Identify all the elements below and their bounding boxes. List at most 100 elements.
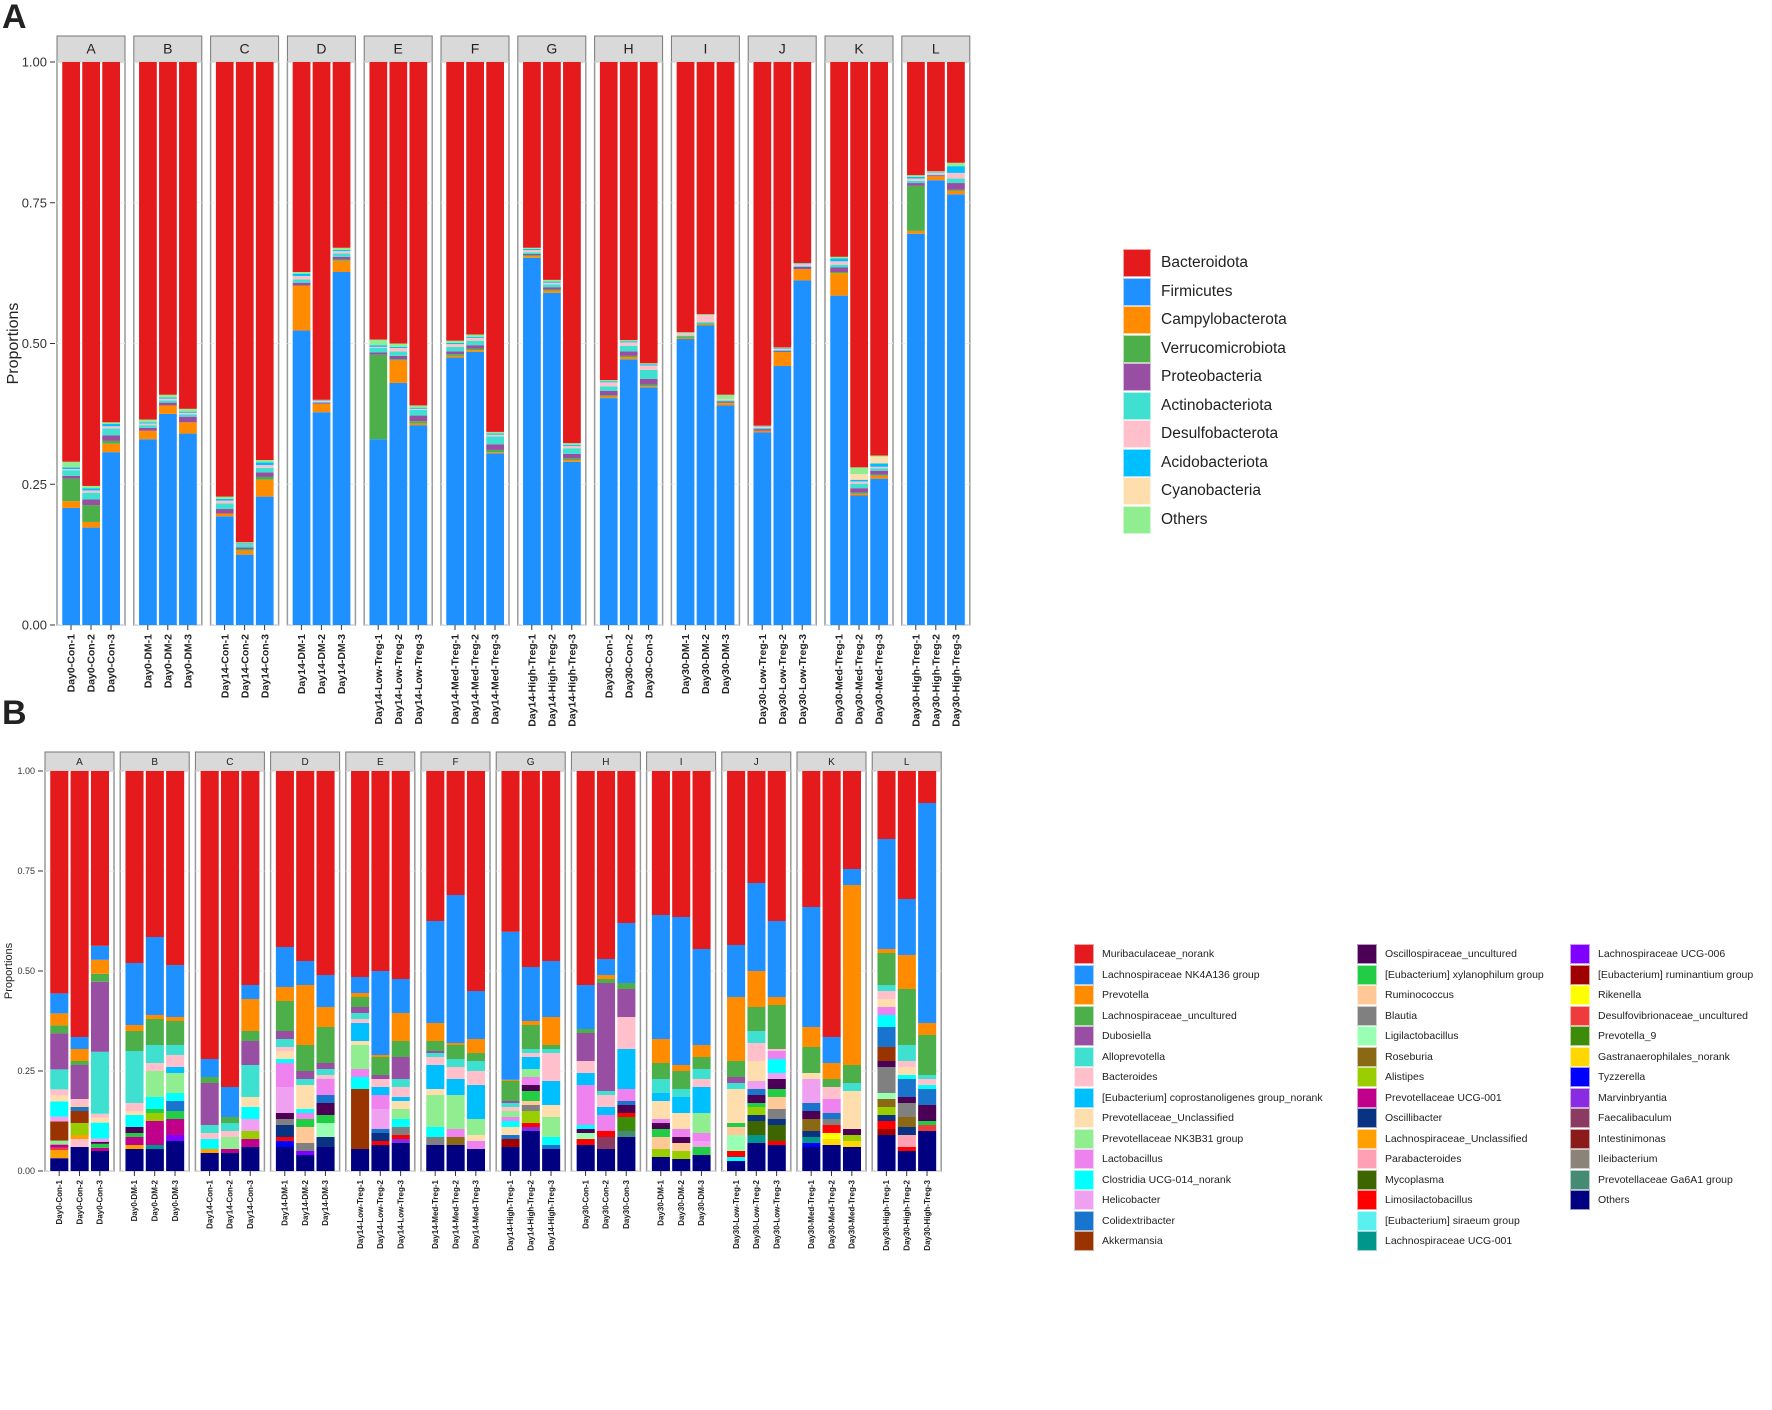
bar-segment	[696, 323, 715, 325]
legend-column: Oscillospiraceae_uncultured [Eubacterium]…	[1357, 944, 1544, 1252]
facet-f: F Day14-Med-Treg-1 Day14-Med-Treg-2 Day14-M…	[420, 751, 491, 1249]
bar-segment	[165, 1017, 185, 1021]
bar-segment	[102, 426, 120, 429]
bar-segment	[692, 1057, 711, 1069]
x-tick-label: Day30-Con-2	[623, 634, 635, 698]
bar-segment	[716, 402, 735, 404]
stacked-bar	[69, 771, 89, 1171]
legend-item: Lachnospiraceae UCG-006	[1570, 944, 1753, 965]
x-tick-label: Day30-DM-1	[680, 634, 692, 694]
bar-segment	[877, 985, 896, 991]
bar-segment	[165, 1119, 185, 1135]
bar-segment	[897, 1127, 916, 1135]
bar-segment	[726, 945, 746, 997]
bar-segment	[292, 273, 311, 276]
bar-segment	[599, 62, 618, 381]
bar-segment	[802, 1137, 821, 1143]
bar-segment	[138, 425, 157, 428]
bar-segment	[946, 166, 965, 173]
facet-e: E Day14-Low-Treg-1 Day14-Low-Treg-2 Day14-L…	[363, 35, 433, 724]
bar-segment	[850, 493, 868, 496]
legend-label: Prevotellaceae Ga6A1 group	[1598, 1173, 1733, 1186]
bar-segment	[521, 771, 540, 967]
bar-segment	[275, 1141, 294, 1147]
bar-segment	[617, 1117, 636, 1131]
bar-segment	[926, 175, 945, 177]
bar-segment	[62, 475, 80, 479]
bar-segment	[753, 425, 772, 427]
bar-segment	[802, 1073, 821, 1079]
bar-segment	[90, 981, 109, 1052]
bar-segment	[145, 1145, 164, 1149]
bar-segment	[747, 971, 766, 1007]
stacked-bar	[841, 771, 861, 1171]
bar-segment	[145, 1113, 164, 1121]
bar-segment	[850, 474, 868, 480]
bar-segment	[747, 1115, 766, 1121]
bar-segment	[138, 62, 157, 420]
bar-segment	[617, 771, 636, 923]
bar-segment	[138, 422, 157, 424]
bar-segment	[295, 1119, 315, 1127]
bar-segment	[541, 1017, 561, 1045]
bar-segment	[409, 423, 428, 426]
legend-swatch	[1357, 1169, 1377, 1190]
bar-segment	[446, 1145, 465, 1171]
legend-item: Acidobacteriota	[1123, 448, 1287, 478]
legend-swatch	[1074, 1108, 1094, 1129]
bar-segment	[617, 1101, 636, 1105]
bar-segment	[200, 1059, 219, 1077]
bar-segment	[651, 1079, 670, 1093]
bar-segment	[619, 342, 638, 346]
bar-segment	[651, 1119, 670, 1123]
bar-segment	[50, 1140, 69, 1145]
stacked-bar	[821, 771, 841, 1171]
facet-strip-label: J	[779, 41, 786, 57]
legend-item: Colidextribacter	[1074, 1210, 1323, 1232]
bar-segment	[842, 1135, 861, 1141]
bar-segment	[906, 233, 925, 625]
legend-swatch	[1570, 1108, 1590, 1129]
bar-segment	[145, 1045, 164, 1063]
bar-segment	[391, 771, 410, 979]
bar-segment	[90, 1117, 109, 1123]
bar-segment	[389, 348, 408, 352]
bar-segment	[793, 262, 812, 264]
legend-label: Ileibacterium	[1598, 1153, 1658, 1166]
bar-segment	[671, 1097, 691, 1113]
legend-label: Ligilactobacillus	[1385, 1030, 1459, 1043]
bar-segment	[501, 1135, 520, 1139]
stacked-bar	[896, 771, 916, 1171]
stacked-bar	[367, 62, 388, 625]
bar-segment	[877, 1135, 896, 1171]
bar-segment	[158, 398, 177, 401]
bar-segment	[145, 1109, 164, 1113]
facet-strip-label: L	[904, 757, 910, 768]
x-tick-label: Day30-Con-2	[602, 1179, 611, 1228]
bar-segment	[946, 183, 965, 190]
legend-label: Prevotella_9	[1598, 1030, 1657, 1043]
stacked-bar	[157, 62, 177, 625]
bar-segment	[426, 1023, 445, 1041]
bar-segment	[521, 1025, 540, 1049]
bar-segment	[726, 771, 746, 945]
legend-label: Prevotella	[1102, 989, 1149, 1002]
legend-label: Rikenella	[1598, 989, 1642, 1002]
x-tick-label: Day14-Low-Treg-1	[356, 1179, 365, 1248]
bar-segment	[312, 400, 331, 401]
bar-segment	[50, 1013, 69, 1026]
bar-segment	[842, 1141, 861, 1147]
bar-segment	[125, 963, 144, 1025]
legend-swatch	[1123, 420, 1151, 449]
bar-segment	[350, 1007, 370, 1013]
bar-segment	[753, 432, 772, 625]
legend-label: Parabacteroides	[1385, 1153, 1462, 1166]
bar-segment	[165, 1045, 185, 1055]
bar-segment	[275, 1119, 294, 1125]
facet-strip-label: J	[754, 757, 759, 768]
facet-d: D Day14-DM-1 Day14-DM-2 Day14-DM-3	[269, 751, 341, 1226]
bar-segment	[466, 1085, 485, 1119]
legend-item: Prevotella	[1074, 985, 1323, 1006]
bar-segment	[897, 989, 916, 1045]
bar-segment	[726, 1077, 746, 1083]
